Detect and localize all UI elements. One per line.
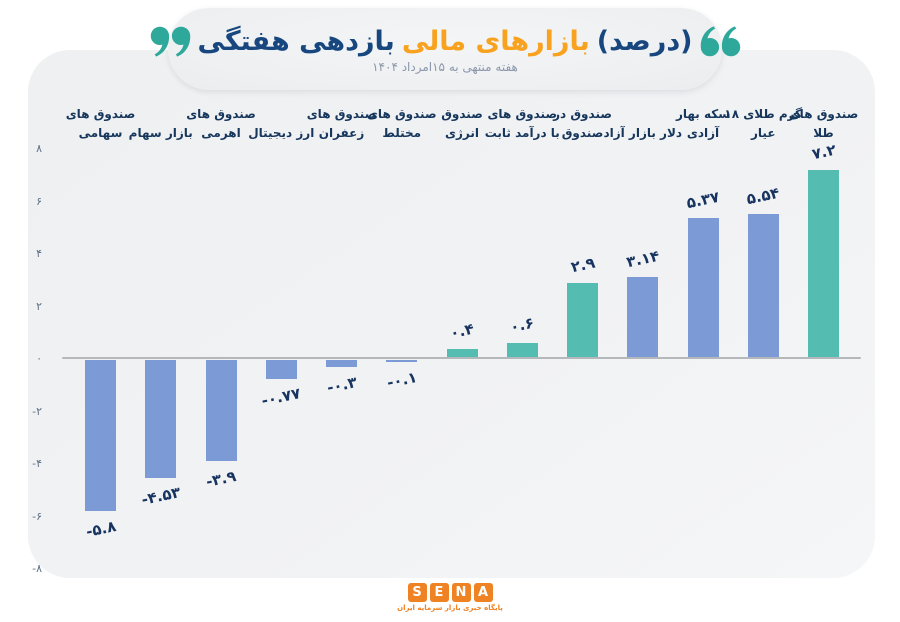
title-text-weekly-returns: بازدهی هفتگی: [197, 25, 395, 57]
sena-logo-letter: E: [429, 583, 449, 602]
title-text-percent: (درصد): [596, 25, 693, 57]
chart-card: [28, 50, 875, 578]
y-tick-label: -۴: [32, 457, 42, 470]
y-tick-label: ۸: [36, 142, 42, 155]
quote-close-icon: [700, 26, 740, 57]
y-tick-label: ۶: [36, 194, 42, 208]
sena-logo-letter: S: [407, 583, 427, 602]
category-label: ارز دیجیتال: [248, 126, 315, 140]
category-label: صندوق انرژی: [441, 107, 483, 140]
category-label: صندوق های مختلط: [366, 107, 437, 140]
y-tick-label: -۶: [32, 509, 42, 523]
bar: [265, 360, 297, 380]
category-label: صندوق های سهامی: [65, 107, 136, 140]
bar: [567, 282, 598, 358]
bar: [326, 360, 357, 367]
category-label: صندوق های طلا: [788, 107, 859, 140]
bar: [85, 360, 116, 512]
sena-logo-letter: A: [473, 583, 493, 602]
title-banner: بازدهی هفتگی بازارهای مالی (درصد) هفته م…: [150, 8, 740, 90]
category-label: صندوق در صندوق: [553, 107, 612, 140]
bar: [145, 360, 177, 478]
chart-subtitle: هفته منتهی به ۱۵امرداد ۱۴۰۴: [372, 60, 518, 74]
bar: [747, 213, 779, 358]
bar: [506, 343, 538, 358]
bar: [808, 170, 839, 358]
y-tick-label: -۲: [32, 404, 42, 418]
y-tick-label: ۲: [36, 299, 42, 313]
y-tick-label: -۸: [32, 562, 42, 575]
category-label: دلار بازار آزاد: [603, 126, 683, 140]
quote-open-icon: [150, 26, 190, 57]
category-label: سکه بهار آزادی: [675, 107, 731, 140]
zero-axis-line: [62, 357, 861, 359]
bar: [446, 348, 478, 358]
bar: [687, 218, 719, 358]
chart-title: بازدهی هفتگی بازارهای مالی (درصد): [150, 26, 741, 57]
sena-logo-letter: N: [451, 583, 471, 602]
category-label: صندوق های زعفران: [306, 107, 377, 140]
category-label: صندوق های اهرمی: [186, 107, 256, 140]
y-tick-label: ۰: [36, 352, 42, 365]
category-label: گرم طلای ۱۸ عیار: [724, 107, 803, 140]
y-tick-label: ۴: [36, 247, 42, 260]
title-text-financial-markets: بازارهای مالی: [401, 25, 590, 57]
sena-logo-tagline: پایگاه خبری بازار سرمایه ایران: [397, 604, 503, 612]
bar: [386, 360, 418, 362]
bar: [205, 360, 237, 462]
bar: [627, 276, 659, 358]
category-label: بازار سهام: [128, 126, 193, 140]
category-label: صندوق های با درآمد ثابت: [484, 107, 560, 140]
